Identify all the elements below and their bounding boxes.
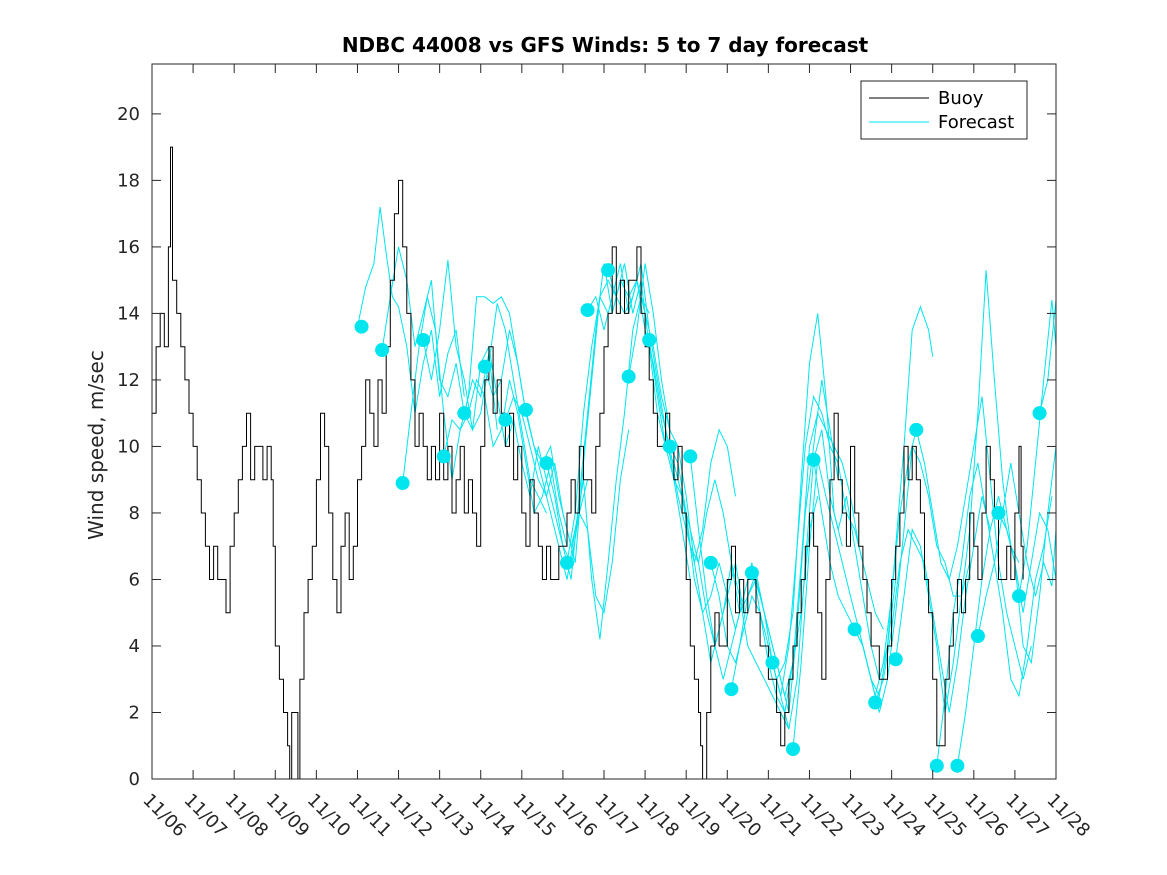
forecast-marker [416, 333, 431, 348]
forecast-line [484, 295, 609, 563]
forecast-marker [786, 742, 801, 757]
forecast-marker [1032, 406, 1047, 421]
legend: Buoy Forecast [860, 80, 1028, 140]
forecast-marker [929, 758, 944, 773]
forecast-line [1018, 300, 1057, 597]
forecast-marker [580, 303, 595, 318]
forecast-marker [518, 402, 533, 417]
y-tick-label: 0 [129, 769, 140, 790]
forecast-line [998, 446, 1057, 665]
forecast-line [772, 429, 897, 730]
forecast-marker [560, 555, 575, 570]
y-tick-label: 4 [129, 636, 140, 657]
forecast-marker [436, 449, 451, 464]
y-axis: 0 2 4 6 8 10 12 14 16 18 20 [117, 104, 1056, 790]
forecast-line [463, 345, 589, 565]
y-tick-label: 14 [117, 303, 140, 324]
forecast-marker [970, 629, 985, 643]
plot-background [152, 64, 1056, 779]
forecast-marker [703, 555, 718, 570]
y-tick-label: 6 [129, 569, 140, 590]
legend-forecast-label: Forecast [938, 112, 1014, 133]
forecast-line [915, 396, 1032, 680]
y-tick-label: 12 [117, 370, 140, 391]
forecast-line [813, 305, 934, 698]
forecast-marker [868, 695, 883, 710]
forecast-line [751, 411, 884, 697]
forecast-marker [847, 622, 862, 637]
y-tick-label: 18 [117, 170, 140, 191]
forecast-marker [806, 452, 821, 467]
forecast-marker [642, 333, 657, 348]
forecast-marker [909, 422, 924, 437]
plot-area [151, 63, 1057, 780]
forecast-marker [477, 359, 492, 374]
forecast-marker [395, 476, 410, 491]
y-axis-label: Wind speed, m/sec [84, 350, 108, 540]
y-tick-label: 16 [117, 237, 140, 258]
forecast-marker [354, 319, 369, 334]
legend-box [860, 80, 1028, 140]
forecast-marker [683, 449, 698, 464]
forecast-marker [1012, 589, 1027, 604]
y-tick-label: 8 [129, 503, 140, 524]
forecast-marker [457, 406, 472, 421]
chart-title: NDBC 44008 vs GFS Winds: 5 to 7 day fore… [342, 33, 869, 57]
forecast-marker [950, 758, 965, 773]
forecast-marker [724, 682, 739, 697]
y-tick-label: 20 [117, 104, 140, 125]
forecast-line [895, 270, 1020, 713]
forecast-markers [354, 263, 1047, 773]
y-tick-label: 10 [117, 436, 140, 457]
forecast-marker [498, 412, 513, 427]
forecast-marker [888, 652, 903, 667]
forecast-marker [991, 505, 1006, 520]
forecast-line [357, 206, 465, 414]
y-tick-label: 2 [129, 702, 140, 723]
forecast-marker [744, 565, 759, 580]
forecast-marker [662, 439, 677, 454]
legend-buoy-label: Buoy [938, 88, 984, 109]
forecast-marker [765, 655, 780, 670]
forecast-marker [621, 369, 636, 384]
forecast-marker [539, 456, 554, 471]
forecast-line [381, 246, 498, 430]
forecast-marker [375, 343, 390, 357]
forecast-marker [601, 263, 616, 278]
